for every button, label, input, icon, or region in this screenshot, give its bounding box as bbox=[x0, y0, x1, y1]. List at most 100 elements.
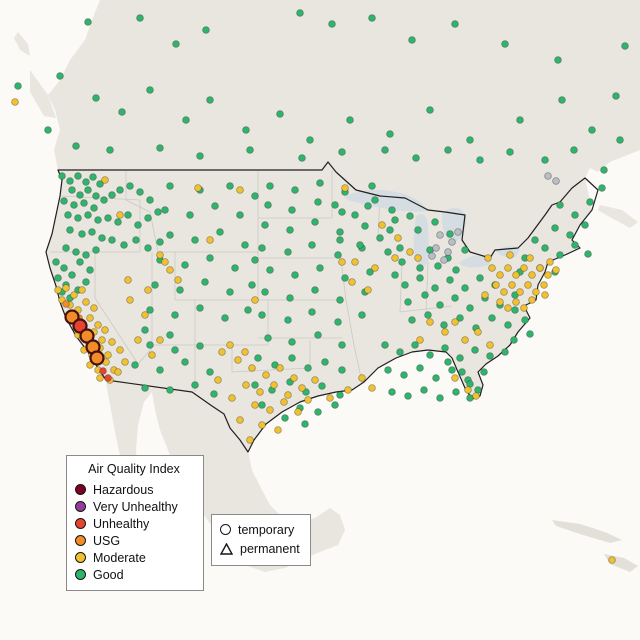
station-dot-moderate[interactable] bbox=[248, 364, 256, 372]
station-dot-good[interactable] bbox=[231, 264, 239, 272]
station-dot-good[interactable] bbox=[406, 212, 414, 220]
station-dot-good[interactable] bbox=[338, 366, 346, 374]
station-dot-moderate[interactable] bbox=[546, 258, 554, 266]
station-dot-good[interactable] bbox=[136, 188, 144, 196]
station-dot-good[interactable] bbox=[108, 236, 116, 244]
station-dot-good[interactable] bbox=[386, 226, 394, 234]
station-dot-moderate[interactable] bbox=[528, 296, 536, 304]
station-dot-good[interactable] bbox=[504, 321, 512, 329]
station-dot-good[interactable] bbox=[124, 211, 132, 219]
station-dot-good[interactable] bbox=[461, 284, 469, 292]
station-dot-moderate[interactable] bbox=[148, 351, 156, 359]
station-dot-good[interactable] bbox=[254, 354, 262, 362]
station-dot-good[interactable] bbox=[558, 96, 566, 104]
station-dot-moderate[interactable] bbox=[416, 336, 424, 344]
station-dot-good[interactable] bbox=[276, 110, 284, 118]
station-dot-moderate[interactable] bbox=[486, 341, 494, 349]
station-dot-good[interactable] bbox=[431, 218, 439, 226]
station-dot-good[interactable] bbox=[92, 246, 100, 254]
station-dot-moderate[interactable] bbox=[552, 266, 560, 274]
station-dot-good[interactable] bbox=[201, 278, 209, 286]
station-dot-moderate[interactable] bbox=[161, 258, 169, 266]
station-dot-moderate[interactable] bbox=[86, 314, 94, 322]
station-dot-good[interactable] bbox=[311, 286, 319, 294]
station-dot-good[interactable] bbox=[264, 334, 272, 342]
station-dot-good[interactable] bbox=[82, 251, 90, 259]
station-dot-good[interactable] bbox=[196, 304, 204, 312]
station-dot-good[interactable] bbox=[338, 148, 346, 156]
station-dot-good[interactable] bbox=[314, 331, 322, 339]
station-dot-good[interactable] bbox=[391, 271, 399, 279]
station-dot-good[interactable] bbox=[131, 361, 139, 369]
station-dot-moderate[interactable] bbox=[394, 234, 402, 242]
station-dot-moderate[interactable] bbox=[234, 356, 242, 364]
station-dot-good[interactable] bbox=[92, 94, 100, 102]
station-dot-good[interactable] bbox=[106, 146, 114, 154]
station-dot-good[interactable] bbox=[331, 201, 339, 209]
station-dot-good[interactable] bbox=[408, 316, 416, 324]
station-dot-moderate[interactable] bbox=[194, 184, 202, 192]
station-dot-good[interactable] bbox=[60, 197, 68, 205]
station-dot-moderate[interactable] bbox=[78, 286, 86, 294]
station-dot-good[interactable] bbox=[72, 248, 80, 256]
station-dot-no_data[interactable] bbox=[448, 238, 456, 246]
station-dot-good[interactable] bbox=[381, 341, 389, 349]
station-dot-good[interactable] bbox=[64, 211, 72, 219]
station-dot-good[interactable] bbox=[298, 154, 306, 162]
station-dot-good[interactable] bbox=[501, 40, 509, 48]
station-dot-good[interactable] bbox=[86, 266, 94, 274]
station-dot-good[interactable] bbox=[246, 146, 254, 154]
station-dot-good[interactable] bbox=[412, 154, 420, 162]
station-dot-good[interactable] bbox=[488, 314, 496, 322]
station-dot-good[interactable] bbox=[476, 274, 484, 282]
station-dot-good[interactable] bbox=[420, 386, 428, 394]
station-dot-good[interactable] bbox=[76, 191, 84, 199]
station-dot-good[interactable] bbox=[571, 241, 579, 249]
station-dot-good[interactable] bbox=[480, 368, 488, 376]
station-dot-good[interactable] bbox=[266, 182, 274, 190]
station-dot-good[interactable] bbox=[376, 234, 384, 242]
station-dot-moderate[interactable] bbox=[348, 278, 356, 286]
station-dot-good[interactable] bbox=[581, 221, 589, 229]
station-dot-good[interactable] bbox=[584, 250, 592, 258]
station-dot-good[interactable] bbox=[118, 108, 126, 116]
station-dot-good[interactable] bbox=[444, 358, 452, 366]
station-dot-good[interactable] bbox=[161, 206, 169, 214]
station-dot-good[interactable] bbox=[516, 116, 524, 124]
station-dot-good[interactable] bbox=[44, 126, 52, 134]
station-dot-good[interactable] bbox=[146, 306, 154, 314]
station-dot-moderate[interactable] bbox=[304, 396, 312, 404]
station-dot-unhealthy[interactable] bbox=[99, 367, 107, 375]
station-dot-moderate[interactable] bbox=[532, 288, 540, 296]
station-dot-moderate[interactable] bbox=[241, 348, 249, 356]
station-dot-moderate[interactable] bbox=[504, 264, 512, 272]
station-dot-good[interactable] bbox=[66, 177, 74, 185]
station-dot-good[interactable] bbox=[172, 40, 180, 48]
station-dot-good[interactable] bbox=[94, 216, 102, 224]
station-dot-good[interactable] bbox=[466, 136, 474, 144]
station-dot-good[interactable] bbox=[114, 218, 122, 226]
station-dot-good[interactable] bbox=[448, 366, 456, 374]
station-dot-good[interactable] bbox=[166, 386, 174, 394]
station-dot-good[interactable] bbox=[216, 228, 224, 236]
station-dot-no_data[interactable] bbox=[552, 177, 560, 185]
station-dot-moderate[interactable] bbox=[294, 408, 302, 416]
station-dot-moderate[interactable] bbox=[464, 386, 472, 394]
station-dot-good[interactable] bbox=[14, 82, 22, 90]
station-dot-good[interactable] bbox=[401, 281, 409, 289]
station-dot-good[interactable] bbox=[136, 14, 144, 22]
station-dot-moderate[interactable] bbox=[441, 328, 449, 336]
station-dot-good[interactable] bbox=[181, 358, 189, 366]
station-dot-good[interactable] bbox=[541, 156, 549, 164]
station-dot-good[interactable] bbox=[451, 20, 459, 28]
station-dot-moderate[interactable] bbox=[512, 298, 520, 306]
station-dot-moderate[interactable] bbox=[276, 364, 284, 372]
station-dot-good[interactable] bbox=[126, 182, 134, 190]
station-dot-moderate[interactable] bbox=[496, 271, 504, 279]
station-dot-moderate[interactable] bbox=[341, 184, 349, 192]
station-dot-moderate[interactable] bbox=[474, 328, 482, 336]
station-dot-moderate[interactable] bbox=[251, 296, 259, 304]
station-dot-good[interactable] bbox=[358, 311, 366, 319]
station-dot-good[interactable] bbox=[284, 248, 292, 256]
station-dot-good[interactable] bbox=[364, 202, 372, 210]
